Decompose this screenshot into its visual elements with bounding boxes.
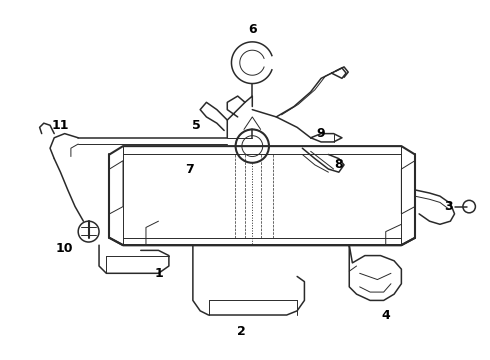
Text: 4: 4 [381,309,390,321]
Text: 1: 1 [154,267,163,280]
Circle shape [78,221,99,242]
Circle shape [463,200,475,213]
Text: 7: 7 [185,163,194,176]
Text: 9: 9 [317,127,325,140]
Text: 6: 6 [248,23,257,36]
Text: 10: 10 [56,242,74,255]
Text: 2: 2 [238,325,246,338]
Text: 11: 11 [52,119,69,132]
Text: 3: 3 [444,200,453,213]
Text: 8: 8 [335,158,343,171]
Text: 5: 5 [192,119,200,132]
